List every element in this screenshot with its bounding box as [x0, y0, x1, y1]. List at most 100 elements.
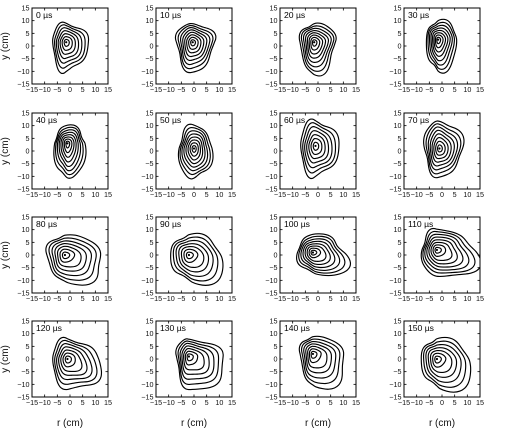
y-tick-label: −5: [393, 263, 401, 272]
x-axis-label: r (cm): [429, 418, 455, 429]
x-tick-label: −5: [53, 85, 61, 94]
y-tick-label: 5: [274, 134, 278, 143]
contour-line: [48, 237, 97, 281]
x-tick-label: −15: [150, 85, 162, 94]
contour-line: [183, 133, 206, 168]
x-tick-label: 0: [192, 294, 196, 303]
x-tick-label: 15: [352, 190, 360, 199]
contour-line: [303, 340, 337, 379]
panel-time-label: 70 µs: [408, 115, 429, 125]
y-tick-label: 5: [150, 238, 154, 247]
contour-line: [304, 29, 330, 63]
y-tick-label: 15: [146, 317, 154, 326]
x-tick-label: −5: [301, 85, 309, 94]
x-tick-label: −5: [177, 294, 185, 303]
y-tick-label: 10: [270, 225, 278, 234]
x-tick-label: 15: [476, 398, 484, 407]
y-tick-label: −10: [265, 172, 277, 181]
y-tick-label: 10: [146, 225, 154, 234]
x-tick-label: 10: [339, 294, 347, 303]
x-tick-label: −5: [177, 398, 185, 407]
y-tick-label: 10: [270, 16, 278, 25]
contour-line: [435, 140, 446, 156]
contour-line: [62, 136, 75, 158]
y-tick-label: −5: [393, 54, 401, 63]
x-tick-label: 0: [68, 398, 72, 407]
x-tick-label: −5: [301, 190, 309, 199]
x-tick-label: −15: [398, 294, 410, 303]
contour-line: [54, 243, 87, 272]
y-tick-label: 15: [270, 4, 278, 13]
x-tick-label: 10: [463, 190, 471, 199]
y-tick-label: −10: [389, 172, 401, 181]
y-tick-label: −5: [145, 54, 153, 63]
contour-peak: [311, 251, 315, 254]
contour-line: [177, 123, 214, 180]
contour-peak: [313, 41, 316, 44]
y-tick-label: 5: [26, 342, 30, 351]
x-tick-label: −15: [26, 398, 38, 407]
x-tick-label: 10: [215, 190, 223, 199]
contour-line: [181, 130, 209, 172]
y-tick-label: 0: [150, 251, 154, 260]
contour-peak: [187, 253, 191, 257]
contour-peak: [438, 147, 441, 150]
x-tick-label: 10: [463, 85, 471, 94]
panel-time-label: 150 µs: [408, 323, 434, 333]
x-tick-label: −15: [398, 398, 410, 407]
y-tick-label: −10: [389, 380, 401, 389]
contour-line: [425, 18, 458, 74]
contour-line: [420, 336, 472, 393]
contour-line: [310, 36, 321, 51]
x-tick-label: 0: [316, 294, 320, 303]
panel-time-label: 120 µs: [36, 323, 62, 333]
contour-line: [64, 355, 72, 364]
y-tick-label: 10: [394, 225, 402, 234]
contour-line: [423, 120, 465, 179]
x-tick-label: −5: [301, 398, 309, 407]
contour-peak: [435, 357, 439, 361]
x-tick-label: 5: [453, 190, 457, 199]
y-axis-label: y (cm): [0, 137, 11, 165]
y-tick-label: 5: [274, 238, 278, 247]
contour-peak: [437, 38, 440, 41]
x-axis-label: r (cm): [305, 418, 331, 429]
contour-line: [62, 352, 76, 368]
y-tick-label: 5: [150, 342, 154, 351]
contour-line: [175, 338, 224, 391]
x-tick-label: −10: [287, 190, 299, 199]
x-tick-label: −5: [425, 85, 433, 94]
x-tick-label: 10: [91, 85, 99, 94]
contour-line: [63, 138, 73, 154]
contour-line: [434, 34, 444, 49]
x-tick-label: 0: [192, 398, 196, 407]
contour-line: [426, 236, 464, 268]
contour-line: [55, 126, 84, 176]
x-axis-label: r (cm): [57, 418, 83, 429]
y-tick-label: 10: [22, 329, 30, 338]
contour-line: [308, 348, 322, 364]
contour-line: [58, 131, 79, 168]
x-tick-label: 0: [192, 190, 196, 199]
x-tick-label: −10: [163, 294, 175, 303]
x-tick-label: −5: [53, 398, 61, 407]
y-axis-label: y (cm): [0, 32, 11, 60]
x-tick-label: 0: [440, 190, 444, 199]
x-tick-label: −10: [411, 85, 423, 94]
contour-line: [296, 233, 352, 277]
y-tick-label: 15: [394, 213, 402, 222]
panel-time-label: 130 µs: [160, 323, 186, 333]
contour-line: [431, 29, 449, 57]
y-tick-label: 15: [146, 213, 154, 222]
y-tick-label: 10: [146, 329, 154, 338]
contour-line: [425, 343, 462, 383]
y-tick-label: 15: [146, 4, 154, 13]
x-tick-label: 10: [463, 398, 471, 407]
y-tick-label: −10: [265, 67, 277, 76]
